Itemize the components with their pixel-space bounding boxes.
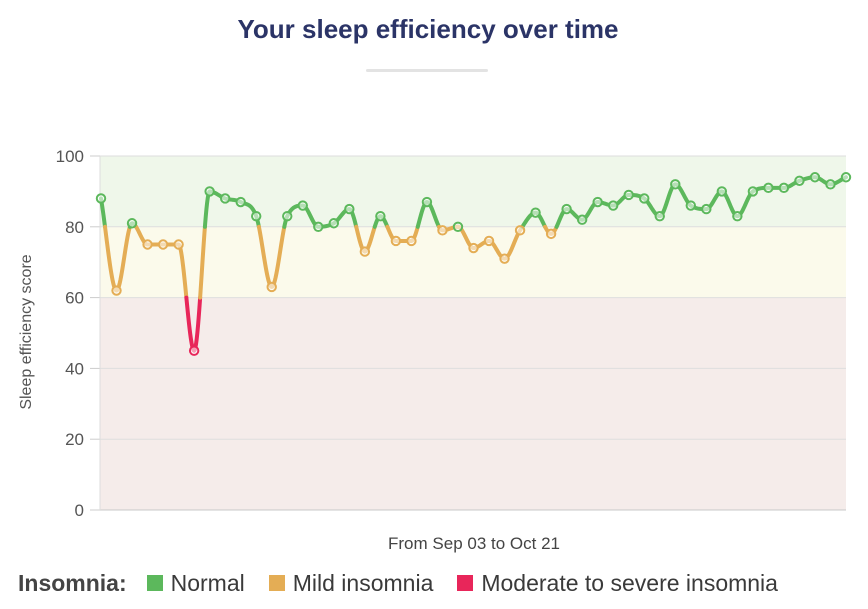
data-point-23 xyxy=(452,221,464,233)
data-point-0 xyxy=(95,193,107,204)
data-point-19 xyxy=(390,235,402,247)
data-point-11 xyxy=(266,281,277,293)
y-tick-label-100: 100 xyxy=(56,147,84,166)
data-point-24 xyxy=(468,242,479,254)
data-point-7 xyxy=(204,186,215,197)
y-tick-label-40: 40 xyxy=(65,359,84,378)
y-axis-label: Sleep efficiency score xyxy=(18,254,35,409)
data-point-30 xyxy=(561,203,572,215)
data-point-14 xyxy=(313,221,324,233)
y-tick-label-20: 20 xyxy=(65,430,84,449)
data-point-1 xyxy=(111,285,122,296)
data-point-22 xyxy=(437,225,448,236)
y-tick-label-80: 80 xyxy=(65,218,84,237)
data-point-44 xyxy=(778,182,790,194)
data-point-40 xyxy=(716,186,728,197)
sleep-efficiency-chart: 0 20 40 60 80 100 Sleep efficiency score From… xyxy=(18,147,852,553)
data-point-16 xyxy=(344,203,355,215)
chart-title: Your sleep efficiency over time xyxy=(237,14,619,44)
data-point-21 xyxy=(421,196,433,208)
legend-swatch-mild xyxy=(268,575,285,591)
data-point-12 xyxy=(282,210,293,222)
data-point-35 xyxy=(639,193,650,204)
data-point-4 xyxy=(157,239,169,250)
data-point-8 xyxy=(219,193,231,204)
legend-swatch-normal xyxy=(146,575,163,591)
data-point-32 xyxy=(592,196,603,208)
legend-label-normal: Normal xyxy=(170,569,245,596)
data-point-17 xyxy=(359,246,371,257)
data-point-25 xyxy=(483,235,495,247)
data-point-34 xyxy=(623,189,634,201)
data-point-41 xyxy=(732,210,743,222)
y-tick-label-0: 0 xyxy=(75,501,84,520)
legend-item-severe[interactable]: Moderate to severe insomnia xyxy=(457,570,778,597)
data-point-27 xyxy=(514,225,526,236)
data-point-33 xyxy=(607,200,619,211)
data-point-39 xyxy=(701,203,712,215)
legend-label-mild: Mild insomnia xyxy=(292,569,434,596)
band-1 xyxy=(100,226,846,298)
data-point-36 xyxy=(654,210,665,222)
legend-title: Insomnia: xyxy=(18,569,127,596)
legend-item-mild[interactable]: Mild insomnia xyxy=(268,569,434,597)
data-point-10 xyxy=(251,210,262,222)
data-point-31 xyxy=(576,214,588,225)
data-point-47 xyxy=(825,179,836,190)
data-point-5 xyxy=(173,239,184,250)
data-point-28 xyxy=(530,207,541,218)
legend-item-normal[interactable]: Normal xyxy=(146,569,245,597)
legend: Insomnia: Normal Mild insomnia Moderate … xyxy=(18,566,778,600)
data-point-37 xyxy=(670,179,681,190)
data-point-13 xyxy=(297,200,308,211)
data-point-45 xyxy=(794,175,805,186)
data-point-48 xyxy=(840,172,852,183)
data-point-2 xyxy=(126,218,138,229)
data-point-9 xyxy=(235,196,246,208)
band-0 xyxy=(100,297,846,510)
legend-label-severe: Moderate to severe insomnia xyxy=(481,569,778,596)
data-point-6 xyxy=(188,345,200,356)
series-line-segment-5 xyxy=(198,224,207,300)
legend-swatch-severe xyxy=(457,575,474,591)
data-point-42 xyxy=(747,186,759,197)
data-point-46 xyxy=(809,172,821,183)
data-point-3 xyxy=(142,239,153,250)
data-point-43 xyxy=(763,182,774,194)
data-point-20 xyxy=(406,235,417,247)
x-axis-label: From Sep 03 to Oct 21 xyxy=(388,534,560,553)
data-point-26 xyxy=(499,253,510,264)
title-divider xyxy=(366,69,488,72)
data-point-15 xyxy=(328,218,340,229)
y-tick-label-60: 60 xyxy=(65,289,84,308)
data-point-38 xyxy=(685,200,696,211)
data-point-18 xyxy=(375,210,386,222)
data-point-29 xyxy=(545,228,557,240)
